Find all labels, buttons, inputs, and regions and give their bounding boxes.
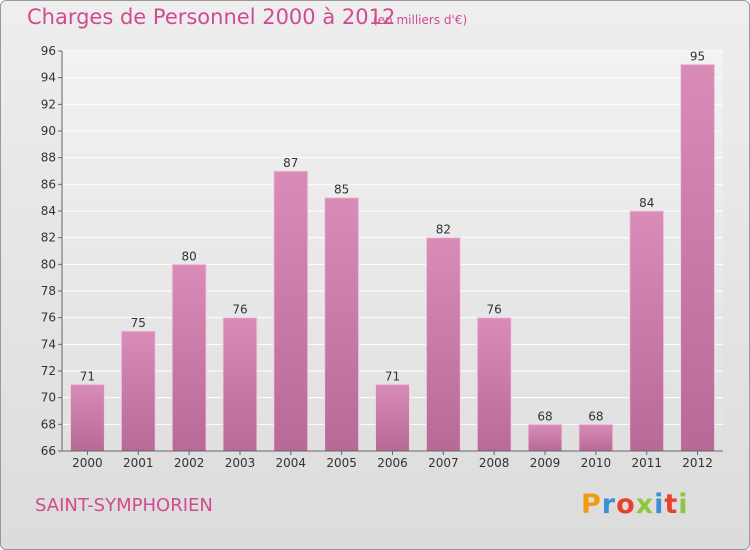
logo-letter: P <box>581 489 602 520</box>
x-tick-label: 2010 <box>581 456 612 470</box>
y-tick-label: 86 <box>41 177 56 191</box>
x-tick-label: 2004 <box>276 456 307 470</box>
bar-value-label: 87 <box>283 156 298 170</box>
x-tick-label: 2006 <box>377 456 408 470</box>
bar-value-label: 76 <box>487 303 502 317</box>
y-tick-label: 88 <box>41 151 56 165</box>
y-tick-label: 80 <box>41 257 56 271</box>
bar <box>120 330 156 452</box>
bar <box>629 210 665 452</box>
x-tick-label: 2003 <box>225 456 256 470</box>
bar <box>222 317 258 452</box>
y-tick-label: 82 <box>41 231 56 245</box>
location-name: SAINT-SYMPHORIEN <box>35 495 213 516</box>
bar <box>578 423 614 452</box>
logo-letter: o <box>616 489 636 520</box>
x-tick-label: 2008 <box>479 456 510 470</box>
x-tick-label: 2007 <box>428 456 459 470</box>
bar-value-label: 71 <box>80 369 95 383</box>
bar-value-label: 95 <box>690 49 705 63</box>
bar-value-label: 82 <box>436 223 451 237</box>
y-tick-label: 66 <box>41 444 56 458</box>
bar <box>273 170 309 452</box>
bar <box>375 383 410 452</box>
bar <box>425 237 461 452</box>
chart-subtitle: (en milliers d'€) <box>373 13 468 27</box>
bar <box>680 63 716 452</box>
y-tick-label: 74 <box>41 337 56 351</box>
y-tick-label: 96 <box>41 44 56 58</box>
y-tick-label: 94 <box>41 71 56 85</box>
proxiti-logo: Proxiti <box>581 489 689 520</box>
logo-letter: t <box>664 489 679 520</box>
logo-letter: r <box>601 489 617 520</box>
y-tick-label: 72 <box>41 364 56 378</box>
bar-value-label: 68 <box>537 409 552 423</box>
x-tick-label: 2000 <box>72 456 103 470</box>
x-tick-label: 2005 <box>326 456 357 470</box>
bar <box>69 383 105 452</box>
bar <box>171 263 207 452</box>
bar-value-label: 85 <box>334 183 349 197</box>
x-tick-label: 2009 <box>530 456 561 470</box>
x-tick-label: 2011 <box>631 456 662 470</box>
x-tick-label: 2001 <box>123 456 154 470</box>
bar-value-label: 68 <box>588 409 603 423</box>
x-tick-label: 2002 <box>174 456 205 470</box>
logo-letter: i <box>678 489 689 520</box>
bar <box>476 317 512 452</box>
logo-letter: x <box>635 489 655 520</box>
y-tick-label: 92 <box>41 97 56 111</box>
y-tick-label: 84 <box>41 204 56 218</box>
y-tick-label: 70 <box>41 391 56 405</box>
bar-value-label: 71 <box>385 369 400 383</box>
y-tick-label: 76 <box>41 311 56 325</box>
bar-value-label: 75 <box>131 316 146 330</box>
bar-value-label: 76 <box>232 303 247 317</box>
logo-letter: i <box>654 489 665 520</box>
chart-title: Charges de Personnel 2000 à 2012 <box>27 5 396 29</box>
y-tick-label: 90 <box>41 124 56 138</box>
bar-value-label: 80 <box>181 249 196 263</box>
bar-value-label: 84 <box>639 196 654 210</box>
y-tick-label: 78 <box>41 284 56 298</box>
bar <box>527 423 563 452</box>
x-tick-label: 2012 <box>682 456 713 470</box>
bar <box>324 197 360 452</box>
y-tick-label: 68 <box>41 417 56 431</box>
